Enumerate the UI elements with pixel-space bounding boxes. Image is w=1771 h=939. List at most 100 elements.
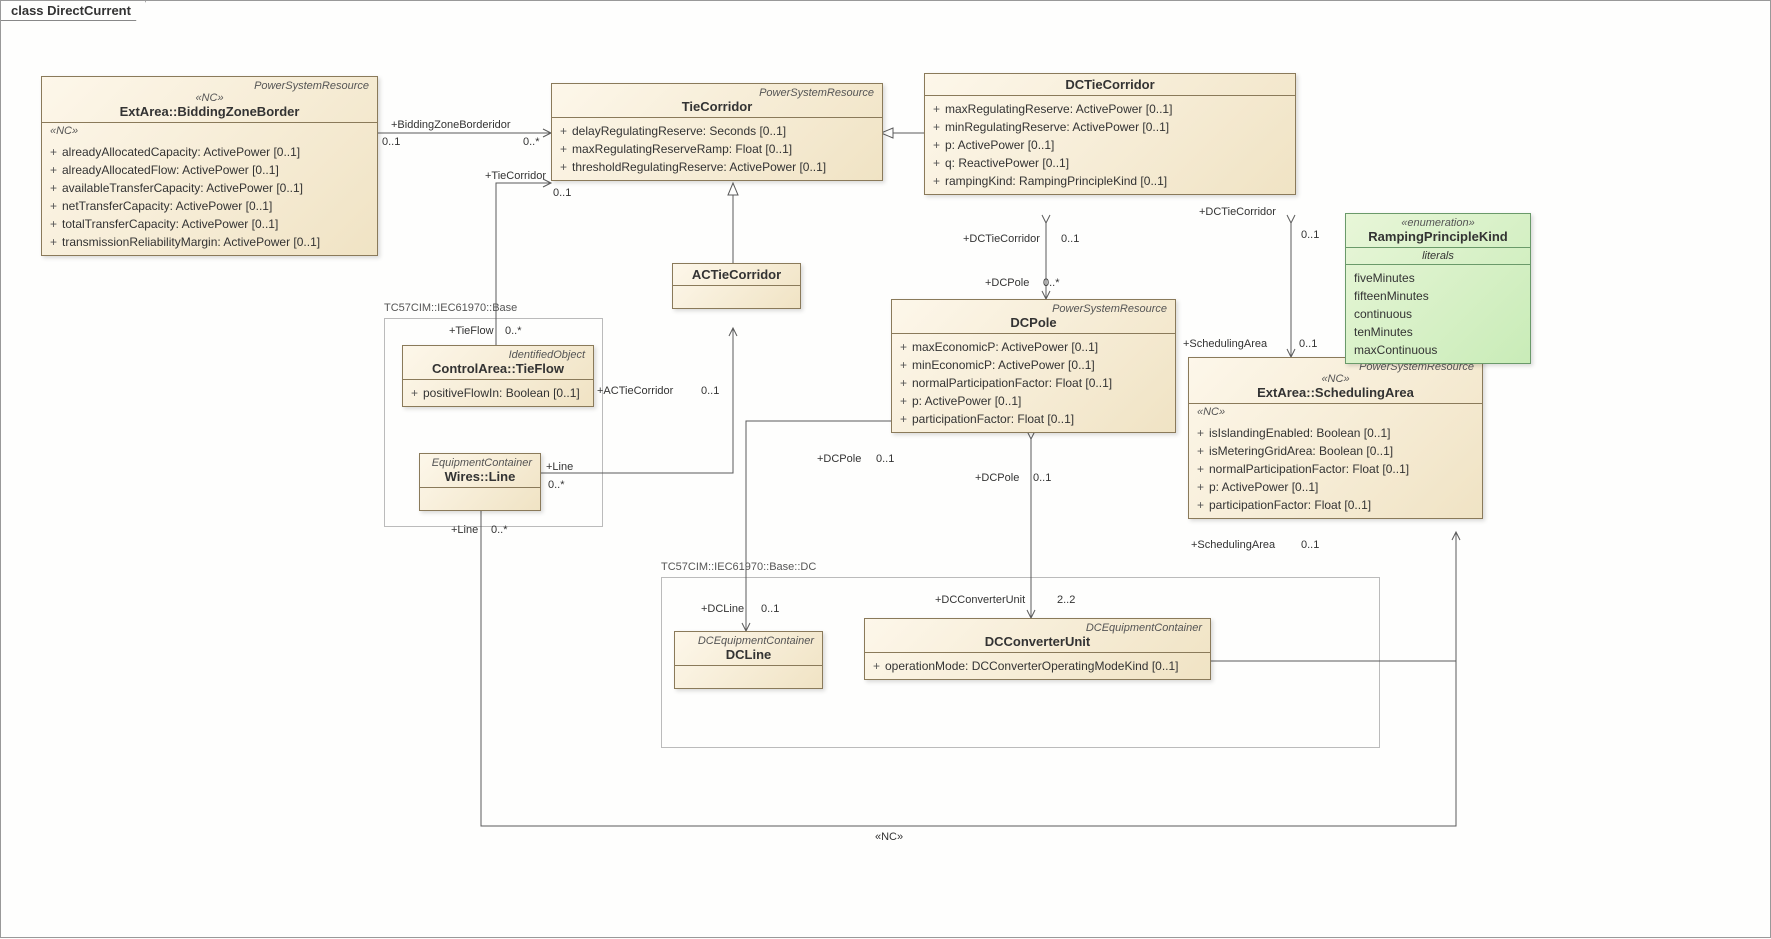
assoc-label: +Line (546, 461, 573, 473)
class-supertype: DCEquipmentContainer (683, 635, 814, 647)
attribute-text: minEconomicP: ActivePower [0..1] (912, 358, 1095, 372)
class-supertype: IdentifiedObject (411, 349, 585, 361)
assoc-label: 0..* (548, 479, 565, 491)
assoc-label: 0..1 (553, 187, 571, 199)
assoc-label: 0..1 (1061, 233, 1079, 245)
assoc-label: +TieCorridor (485, 170, 546, 182)
visibility-icon: + (1197, 496, 1209, 514)
visibility-icon: + (900, 338, 912, 356)
attribute-text: q: ReactivePower [0..1] (945, 156, 1069, 170)
class-attributes: +isIslandingEnabled: Boolean [0..1]+isMe… (1189, 420, 1482, 518)
visibility-icon: + (50, 179, 62, 197)
visibility-icon: + (873, 657, 885, 675)
class-name: TieCorridor (560, 99, 874, 114)
attribute: +delayRegulatingReserve: Seconds [0..1] (560, 122, 874, 140)
enum-stereotype: «enumeration» (1354, 217, 1522, 229)
attribute: +maxRegulatingReserveRamp: Float [0..1] (560, 140, 874, 158)
attribute-text: isMeteringGridArea: Boolean [0..1] (1209, 444, 1393, 458)
class-dctc: DCTieCorridor+maxRegulatingReserve: Acti… (924, 73, 1296, 195)
assoc-label: +BiddingZoneBorderidor (391, 119, 511, 131)
attribute-text: p: ActivePower [0..1] (912, 394, 1021, 408)
class-supertype: PowerSystemResource (900, 303, 1167, 315)
attribute-text: availableTransferCapacity: ActivePower [… (62, 181, 303, 195)
assoc-label: «NC» (875, 831, 903, 843)
assoc-label: 2..2 (1057, 594, 1075, 606)
attribute: +participationFactor: Float [0..1] (1197, 496, 1474, 514)
class-attributes: +maxEconomicP: ActivePower [0..1]+minEco… (892, 334, 1175, 432)
enum-literals: fiveMinutesfifteenMinutescontinuoustenMi… (1346, 265, 1530, 363)
attribute: +alreadyAllocatedFlow: ActivePower [0..1… (50, 161, 369, 179)
class-attributes: +alreadyAllocatedCapacity: ActivePower [… (42, 139, 377, 255)
assoc-label: +DCConverterUnit (935, 594, 1025, 606)
section-label: «NC» (1189, 404, 1482, 420)
class-sched: PowerSystemResource«NC»ExtArea::Scheduli… (1188, 357, 1483, 519)
class-actc: ACTieCorridor (672, 263, 801, 309)
class-dcconv: DCEquipmentContainerDCConverterUnit+oper… (864, 618, 1211, 680)
class-name: DCTieCorridor (933, 77, 1287, 92)
assoc-label: 0..* (523, 136, 540, 148)
class-attributes: +delayRegulatingReserve: Seconds [0..1]+… (552, 118, 882, 180)
attribute-text: operationMode: DCConverterOperatingModeK… (885, 659, 1179, 673)
attribute-text: minRegulatingReserve: ActivePower [0..1] (945, 120, 1169, 134)
assoc-label: +ACTieCorridor (597, 385, 673, 397)
visibility-icon: + (933, 100, 945, 118)
attribute-text: maxRegulatingReserveRamp: Float [0..1] (572, 142, 792, 156)
attribute: +rampingKind: RampingPrincipleKind [0..1… (933, 172, 1287, 190)
attribute: +p: ActivePower [0..1] (1197, 478, 1474, 496)
visibility-icon: + (50, 161, 62, 179)
attribute: +positiveFlowIn: Boolean [0..1] (411, 384, 585, 402)
attribute-text: netTransferCapacity: ActivePower [0..1] (62, 199, 272, 213)
assoc-label: +SchedulingArea (1191, 539, 1275, 551)
assoc-label: 0..1 (701, 385, 719, 397)
attribute: +isMeteringGridArea: Boolean [0..1] (1197, 442, 1474, 460)
attribute: +operationMode: DCConverterOperatingMode… (873, 657, 1202, 675)
assoc-label: 0..1 (1299, 338, 1317, 350)
visibility-icon: + (560, 140, 572, 158)
assoc-label: +DCLine (701, 603, 744, 615)
visibility-icon: + (50, 143, 62, 161)
assoc-label: +DCTieCorridor (1199, 206, 1276, 218)
enum-literal: fifteenMinutes (1354, 287, 1522, 305)
class-line: EquipmentContainerWires::Line (419, 453, 541, 511)
assoc-label: +TieFlow (449, 325, 494, 337)
class-dcpole: PowerSystemResourceDCPole+maxEconomicP: … (891, 299, 1176, 433)
visibility-icon: + (933, 118, 945, 136)
visibility-icon: + (1197, 424, 1209, 442)
assoc-label: 0..1 (761, 603, 779, 615)
assoc-label: +DCTieCorridor (963, 233, 1040, 245)
attribute: +availableTransferCapacity: ActivePower … (50, 179, 369, 197)
enum-name: RampingPrincipleKind (1354, 229, 1522, 244)
visibility-icon: + (50, 233, 62, 251)
visibility-icon: + (50, 197, 62, 215)
attribute: +participationFactor: Float [0..1] (900, 410, 1167, 428)
class-name: ExtArea::BiddingZoneBorder (50, 104, 369, 119)
visibility-icon: + (900, 374, 912, 392)
attribute-text: p: ActivePower [0..1] (945, 138, 1054, 152)
enum-literal: tenMinutes (1354, 323, 1522, 341)
visibility-icon: + (900, 356, 912, 374)
assoc-label: +SchedulingArea (1183, 338, 1267, 350)
attribute-text: maxEconomicP: ActivePower [0..1] (912, 340, 1098, 354)
assoc-label: +Line (451, 524, 478, 536)
class-supertype: PowerSystemResource (50, 80, 369, 92)
package-label: TC57CIM::IEC61970::Base (384, 302, 517, 314)
attribute: +normalParticipationFactor: Float [0..1] (1197, 460, 1474, 478)
visibility-icon: + (900, 410, 912, 428)
attribute-text: alreadyAllocatedFlow: ActivePower [0..1] (62, 163, 279, 177)
attribute-text: positiveFlowIn: Boolean [0..1] (423, 386, 580, 400)
visibility-icon: + (933, 172, 945, 190)
attribute-text: maxRegulatingReserve: ActivePower [0..1] (945, 102, 1172, 116)
class-tieflow: IdentifiedObjectControlArea::TieFlow+pos… (402, 345, 594, 407)
diagram-title: class DirectCurrent (1, 1, 146, 21)
class-attributes: +maxRegulatingReserve: ActivePower [0..1… (925, 96, 1295, 194)
attribute: +normalParticipationFactor: Float [0..1] (900, 374, 1167, 392)
attribute: +q: ReactivePower [0..1] (933, 154, 1287, 172)
attribute: +minEconomicP: ActivePower [0..1] (900, 356, 1167, 374)
attribute: +maxEconomicP: ActivePower [0..1] (900, 338, 1167, 356)
class-name: ControlArea::TieFlow (411, 361, 585, 376)
assoc-label: 0..* (1043, 277, 1060, 289)
visibility-icon: + (560, 122, 572, 140)
attribute-text: isIslandingEnabled: Boolean [0..1] (1209, 426, 1390, 440)
class-supertype: EquipmentContainer (428, 457, 532, 469)
attribute: +transmissionReliabilityMargin: ActivePo… (50, 233, 369, 251)
